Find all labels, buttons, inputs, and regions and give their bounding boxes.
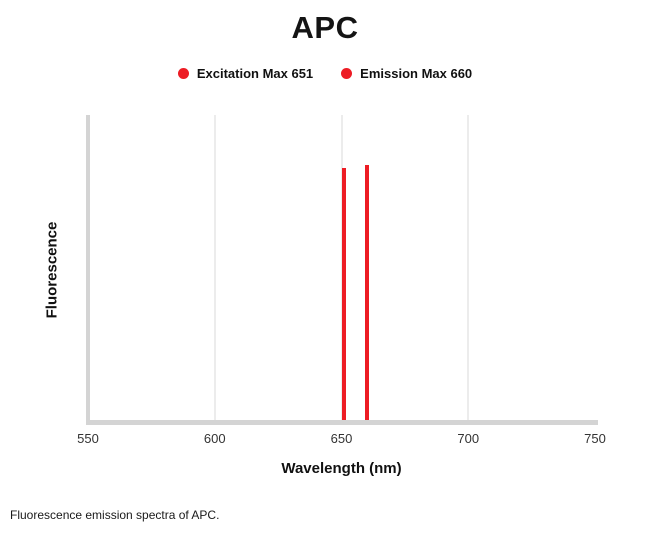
x-tick-label-750: 750 <box>584 431 606 446</box>
x-axis-line <box>86 420 598 425</box>
legend: Excitation Max 651 Emission Max 660 <box>0 66 650 81</box>
x-tick-label-700: 700 <box>457 431 480 446</box>
excitation-max-651-line <box>342 168 347 420</box>
y-axis-label: Fluorescence <box>43 221 61 319</box>
figure-caption: Fluorescence emission spectra of APC. <box>10 508 220 522</box>
x-tick-label-600: 600 <box>203 431 226 446</box>
legend-item-emission: Emission Max 660 <box>341 66 472 81</box>
x-tick-label-650: 650 <box>330 431 353 446</box>
x-tick-label-550: 550 <box>77 431 99 446</box>
chart-title: APC <box>291 10 359 45</box>
gridline-600 <box>213 115 216 420</box>
y-axis-line <box>86 115 90 425</box>
legend-item-excitation: Excitation Max 651 <box>177 66 314 81</box>
legend-label-excitation: Excitation Max 651 <box>196 66 314 81</box>
legend-marker-excitation-icon <box>177 68 189 79</box>
gridline-700 <box>467 115 470 420</box>
emission-max-660-line <box>364 165 369 420</box>
legend-label-emission: Emission Max 660 <box>360 66 473 81</box>
gridline-650 <box>340 115 343 420</box>
x-axis-label: Wavelength (nm) <box>281 460 402 477</box>
legend-marker-emission-icon <box>341 68 353 79</box>
